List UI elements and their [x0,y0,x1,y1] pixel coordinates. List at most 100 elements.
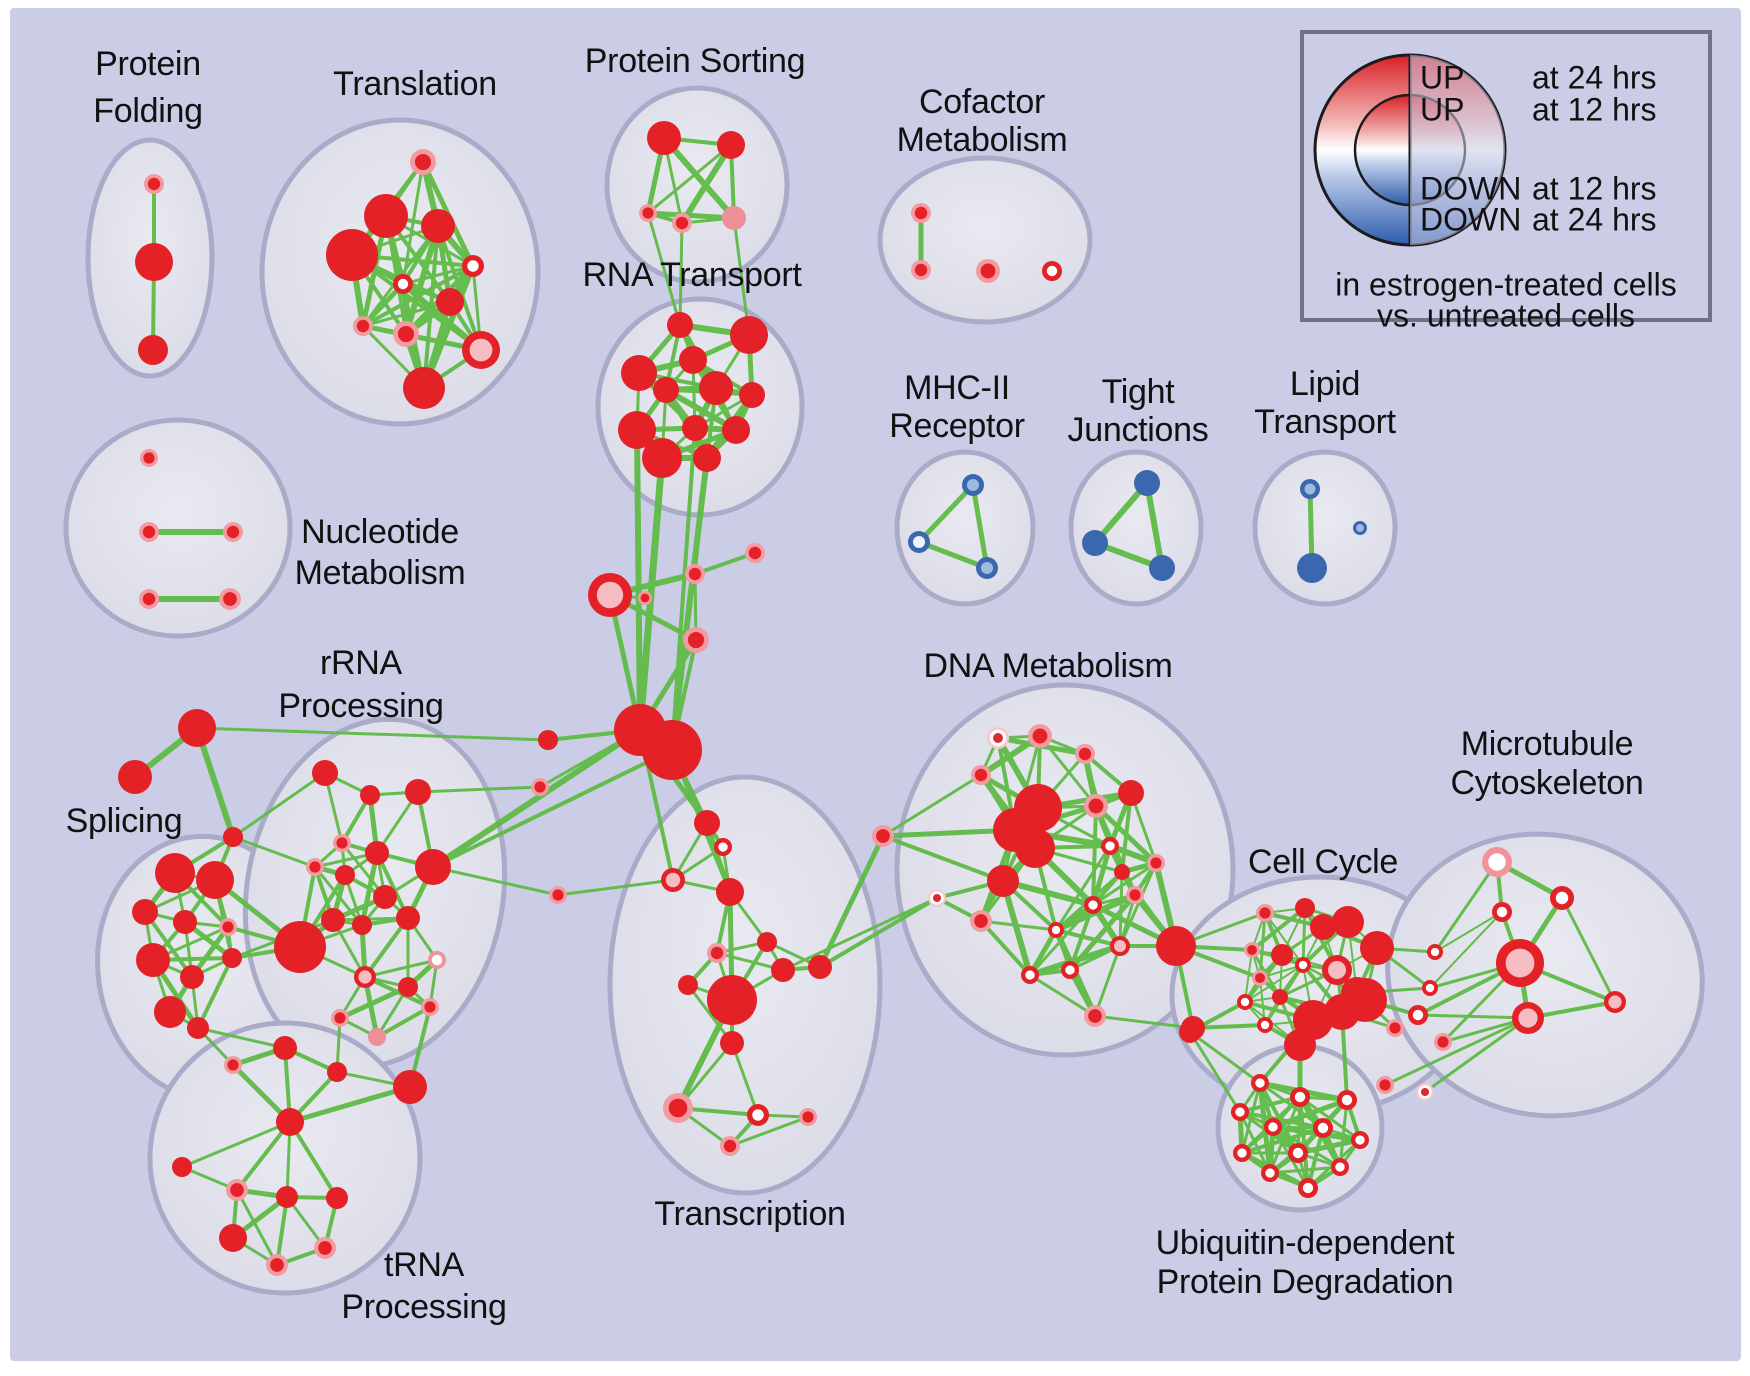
cluster-nucleotide-metabolism-ellipse [63,417,293,639]
gene-node-dm9 [1118,780,1144,806]
gene-node-ps5 [722,206,746,230]
gene-node-cn2 [685,564,705,584]
network-edge [231,771,327,839]
gene-node-layer [273,1036,297,1060]
gene-node-dm7 [1015,828,1055,868]
gene-node-layer [675,216,689,230]
network-edge [916,482,976,545]
cluster-protein-folding-label-line1: Folding [93,92,202,130]
gene-node-sp3 [132,899,158,925]
network-edge [1433,860,1499,954]
gene-node-tc13 [663,1093,693,1123]
gene-node-cc13 [1237,994,1253,1010]
gene-node-pf2 [135,243,173,281]
gene-node-mt5 [1604,991,1626,1013]
network-edge [646,143,733,215]
gene-node-layer [365,841,389,865]
gene-node-tc7 [707,943,727,963]
gene-node-layer [309,861,321,873]
gene-node-ub5 [1264,1118,1282,1136]
legend-row-1-direction: UP [1420,91,1464,127]
network-edge [1120,791,1133,874]
gene-node-rt5 [653,377,679,403]
gene-node-cn13 [872,825,894,847]
cluster-mhc-ii-receptor-ellipse [894,449,1036,607]
gene-node-layer [1078,747,1092,761]
gene-node-layer [397,325,415,343]
gene-node-cn3 [745,543,765,563]
gene-node-ps2 [717,131,745,159]
gene-node-cf2 [911,260,931,280]
gene-node-cc6 [1244,942,1260,958]
gene-node-ub4 [1231,1103,1249,1121]
cluster-protein-sorting-ellipse [604,85,790,285]
gene-node-tc9 [707,975,757,1025]
gene-node-sp7 [180,965,204,989]
gene-node-layer [707,975,757,1025]
cluster-splicing-label-line0: Splicing [66,802,183,840]
gene-node-layer [1297,553,1327,583]
gene-node-layer [436,288,464,316]
gene-node-layer [1412,1009,1424,1021]
gene-node-cc10 [1322,955,1352,985]
gene-node-rr7 [335,865,355,885]
network-edge [337,984,411,1021]
legend-row-0-time: at 24 hrs [1532,59,1657,95]
gene-node-layer [642,438,682,478]
cluster-tight-junctions-label-line1: Junctions [1068,411,1209,449]
gene-node-layer [1295,898,1315,918]
gene-node-tc11 [808,955,832,979]
gene-node-layer [352,915,372,935]
gene-node-ub7 [1351,1131,1369,1149]
gene-node-sp8 [222,948,242,968]
gene-node-layer [327,1062,347,1082]
gene-node-tr4 [326,229,378,281]
gene-node-br4 [1434,1033,1452,1051]
gene-node-pf3 [138,335,168,365]
gene-node-cc17 [1343,978,1387,1022]
gene-node-layer [118,760,152,794]
gene-node-layer [1082,530,1108,556]
gene-node-ps4 [672,213,692,233]
network-edge [350,253,483,352]
gene-node-rt8 [618,411,656,449]
gene-node-layer [1088,900,1098,910]
cluster-transcription-label-line0: Transcription [654,1195,845,1233]
gene-node-rr11 [373,885,397,909]
gene-node-tj1 [1134,470,1160,496]
gene-node-layer [336,837,348,849]
gene-node-layer [667,312,693,338]
gene-node-layer [1088,1009,1102,1023]
cluster-tight-junctions-ellipse [1068,449,1204,607]
gene-node-layer [1488,853,1506,871]
gene-node-lt3 [1353,521,1367,535]
cluster-ubiquitin-degradation-label-line1: Protein Degradation [1157,1263,1454,1301]
gene-node-layer [1046,265,1058,277]
gene-node-layer [1272,989,1288,1005]
gene-node-tr5 [462,255,484,277]
gene-node-ub11 [1261,1164,1279,1182]
gene-node-dm15 [1048,922,1064,938]
network-edge [916,539,990,571]
legend-footnote-line0: in estrogen-treated cells [1335,266,1677,302]
network-edge [416,785,542,794]
gene-node-layer [966,478,980,492]
gene-node-tn3 [327,1062,347,1082]
network-edge [1244,949,1253,1003]
gene-node-rr1 [312,760,338,786]
network-edge [1091,861,1158,907]
gene-node-layer [1156,926,1196,966]
gene-node-layer [1235,1107,1245,1117]
gene-node-br2 [1422,980,1438,996]
gene-node-cc8 [1295,957,1311,973]
gene-node-layer [1268,1122,1278,1132]
gene-node-layer [876,829,890,843]
gene-node-cf3 [976,259,1000,283]
gene-node-layer [1608,995,1622,1009]
network-edge [881,773,983,838]
gene-node-layer [1294,1091,1306,1103]
gene-node-rr19 [274,921,326,973]
network-edge [728,1115,810,1148]
gene-node-layer [1335,1162,1345,1172]
